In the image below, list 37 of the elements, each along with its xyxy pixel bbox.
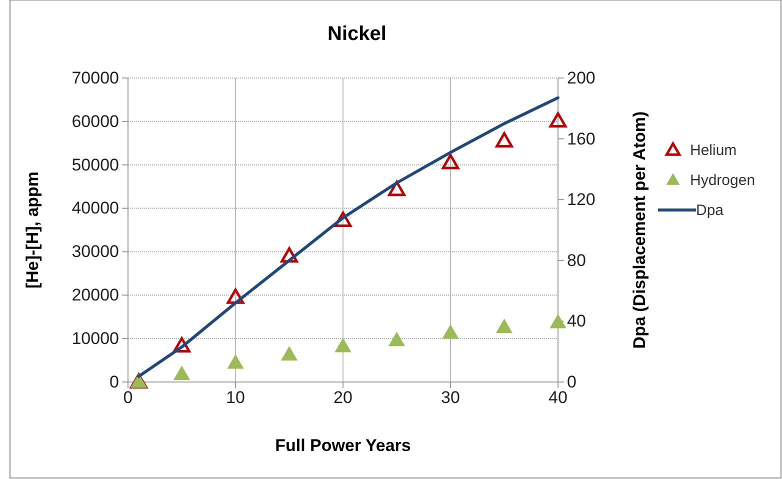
x-tick-label: 0 bbox=[123, 388, 133, 408]
y-tick-label: 60000 bbox=[72, 112, 119, 131]
x-tick-label: 40 bbox=[548, 388, 568, 408]
point bbox=[442, 324, 459, 339]
point bbox=[280, 346, 298, 360]
y2-tick-label: 0 bbox=[567, 372, 576, 392]
y2-tick-label: 200 bbox=[567, 68, 596, 88]
y-axis-title: [He]-[H], appm bbox=[23, 171, 42, 289]
x-tick-label: 20 bbox=[334, 388, 352, 408]
point bbox=[388, 332, 406, 346]
y-tick-label: 0 bbox=[110, 372, 119, 392]
y2-tick-label: 40 bbox=[567, 312, 586, 331]
y-tick-label: 70000 bbox=[72, 68, 119, 88]
y2-tick-label: 160 bbox=[567, 129, 596, 148]
y-tick-label: 20000 bbox=[72, 286, 119, 305]
y2-axis-title: Dpa (Displacement per Atom) bbox=[630, 111, 649, 349]
point bbox=[549, 112, 567, 128]
legend-label: Hydrogen bbox=[690, 172, 756, 189]
point bbox=[496, 132, 513, 148]
x-axis-title: Full Power Years bbox=[275, 436, 411, 455]
point bbox=[334, 338, 352, 352]
y-tick-label: 50000 bbox=[72, 155, 119, 174]
x-tick-label: 10 bbox=[226, 388, 245, 408]
x-tick-label: 30 bbox=[441, 388, 460, 408]
point bbox=[496, 318, 513, 334]
chart-title: Nickel bbox=[328, 23, 386, 45]
legend-label: Dpa bbox=[696, 202, 724, 219]
y2-tick-label: 120 bbox=[567, 190, 596, 210]
y2-tick-label: 80 bbox=[567, 250, 586, 270]
point bbox=[442, 154, 460, 170]
y-tick-label: 10000 bbox=[72, 329, 119, 348]
point bbox=[227, 354, 244, 369]
y-tick-label: 40000 bbox=[72, 198, 119, 218]
point bbox=[550, 314, 566, 328]
y-tick-label: 30000 bbox=[72, 242, 119, 262]
legend-label: Helium bbox=[690, 142, 737, 159]
point bbox=[173, 366, 190, 380]
